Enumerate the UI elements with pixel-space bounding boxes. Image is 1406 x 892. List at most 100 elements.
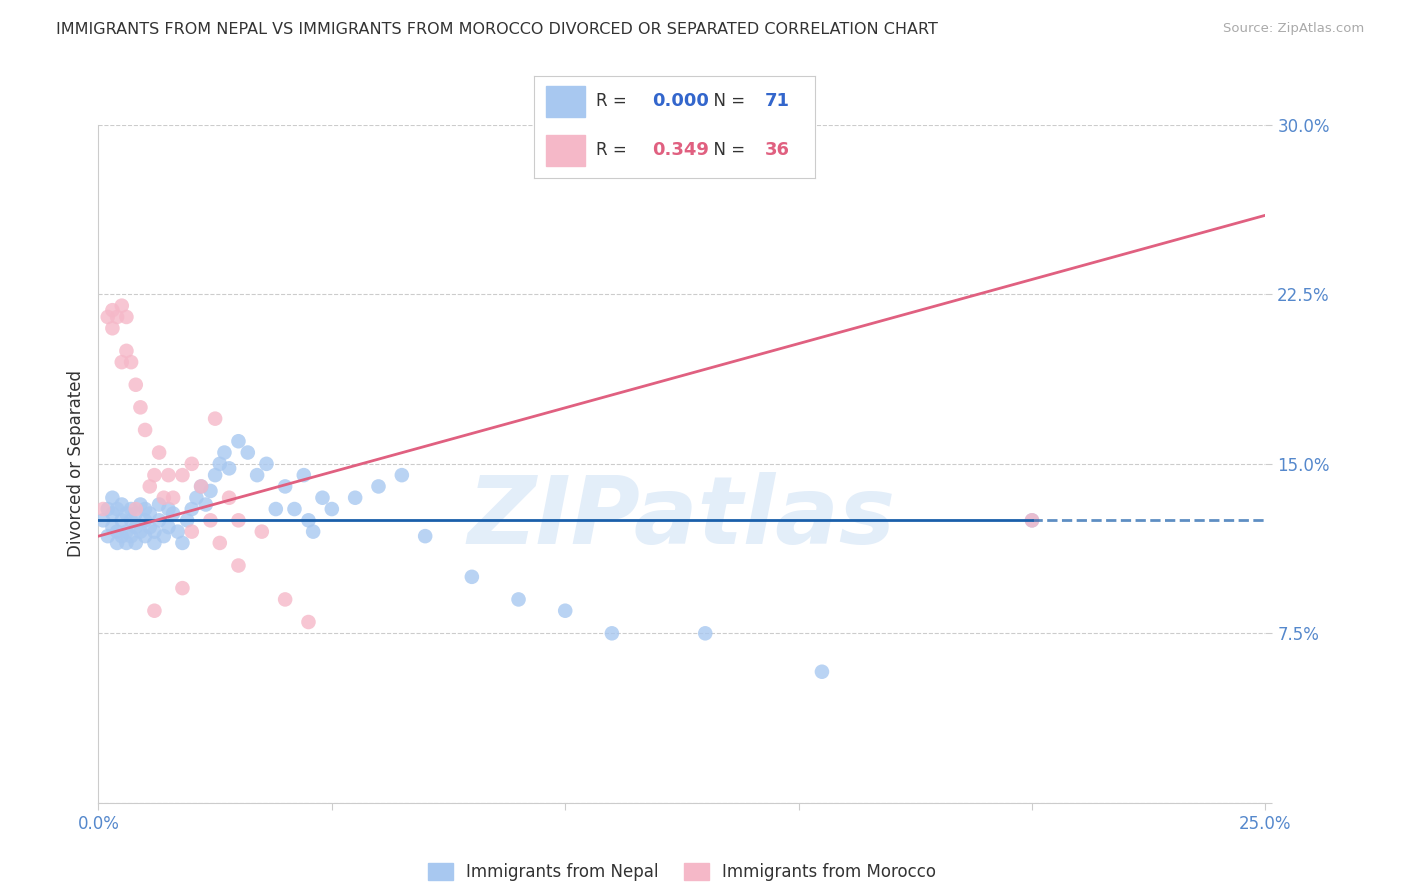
Point [129, 401, 152, 415]
Point [120, 529, 142, 543]
Point [600, 626, 623, 640]
Point [115, 343, 138, 358]
Point [105, 524, 128, 539]
Point [194, 498, 217, 512]
Point [125, 520, 148, 534]
Point [413, 529, 436, 543]
Point [91, 513, 114, 527]
Point [105, 536, 128, 550]
Point [274, 479, 297, 493]
Point [120, 513, 142, 527]
Point [115, 536, 138, 550]
Point [218, 461, 240, 475]
Point [208, 457, 231, 471]
Bar [546, 87, 585, 117]
Point [152, 529, 174, 543]
Point [120, 502, 142, 516]
Point [105, 310, 128, 324]
Point [172, 581, 194, 595]
Point [101, 491, 124, 505]
Point [120, 355, 142, 369]
Point [152, 491, 174, 505]
Point [297, 615, 319, 629]
Point [115, 524, 138, 539]
Point [200, 513, 222, 527]
Point [125, 377, 148, 392]
Point [111, 529, 134, 543]
Point [101, 303, 124, 318]
Point [143, 524, 166, 539]
Point [292, 468, 315, 483]
Point [157, 502, 180, 516]
Point [256, 457, 278, 471]
Point [101, 520, 124, 534]
Point [1021, 513, 1043, 527]
Bar [546, 136, 585, 166]
Text: R =: R = [596, 93, 633, 111]
Text: R =: R = [596, 141, 633, 159]
Legend: Immigrants from Nepal, Immigrants from Morocco: Immigrants from Nepal, Immigrants from M… [419, 855, 945, 889]
Point [129, 498, 152, 512]
Text: 71: 71 [765, 93, 790, 111]
Point [214, 445, 236, 459]
Point [111, 513, 134, 527]
Text: 0.000: 0.000 [652, 93, 709, 111]
Point [208, 536, 231, 550]
Text: N =: N = [703, 141, 751, 159]
Point [302, 524, 325, 539]
Point [97, 529, 120, 543]
Point [143, 604, 166, 618]
Point [344, 491, 367, 505]
Point [283, 502, 305, 516]
Point [134, 502, 156, 516]
Point [811, 665, 834, 679]
Point [134, 513, 156, 527]
Point [508, 592, 530, 607]
Point [129, 524, 152, 539]
Point [554, 604, 576, 618]
Point [134, 423, 156, 437]
Point [218, 491, 240, 505]
Point [461, 570, 484, 584]
Point [311, 491, 333, 505]
Point [148, 498, 170, 512]
Point [321, 502, 343, 516]
Point [204, 411, 226, 425]
Point [148, 513, 170, 527]
Point [139, 507, 162, 521]
Point [236, 445, 259, 459]
Point [200, 483, 222, 498]
Point [250, 524, 273, 539]
Point [134, 529, 156, 543]
Point [125, 507, 148, 521]
Point [97, 310, 120, 324]
Point [157, 520, 180, 534]
Point [143, 468, 166, 483]
Point [111, 299, 134, 313]
Point [162, 491, 184, 505]
Point [190, 479, 212, 493]
Text: 0.349: 0.349 [652, 141, 709, 159]
Point [186, 491, 208, 505]
Point [125, 536, 148, 550]
Point [162, 507, 184, 521]
Point [139, 479, 162, 493]
Point [111, 498, 134, 512]
Point [204, 468, 226, 483]
Point [297, 513, 319, 527]
Point [228, 558, 250, 573]
Point [105, 502, 128, 516]
Y-axis label: Divorced or Separated: Divorced or Separated [66, 370, 84, 558]
Point [143, 536, 166, 550]
Point [228, 513, 250, 527]
Point [180, 457, 202, 471]
Point [228, 434, 250, 449]
Text: IMMIGRANTS FROM NEPAL VS IMMIGRANTS FROM MOROCCO DIVORCED OR SEPARATED CORRELATI: IMMIGRANTS FROM NEPAL VS IMMIGRANTS FROM… [56, 22, 938, 37]
Point [180, 524, 202, 539]
Point [111, 355, 134, 369]
Point [166, 524, 188, 539]
Point [264, 502, 287, 516]
Text: N =: N = [703, 93, 751, 111]
Point [115, 507, 138, 521]
Text: Source: ZipAtlas.com: Source: ZipAtlas.com [1223, 22, 1364, 36]
